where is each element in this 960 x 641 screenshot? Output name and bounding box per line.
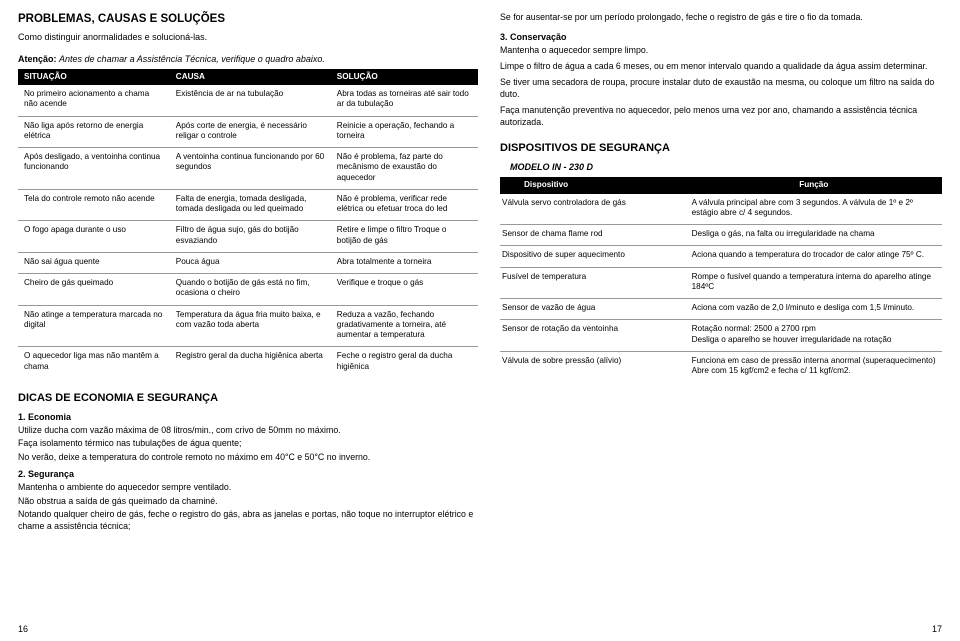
table-row: Cheiro de gás queimadoQuando o botijão d… [18,274,478,306]
table-row: Não atinge a temperatura marcada no digi… [18,305,478,347]
economia-heading: 1. Economia [18,412,478,423]
table-row: Não liga após retorno de energia elétric… [18,116,478,148]
subtitle: Como distinguir anormalidades e solucion… [18,32,478,43]
main-title: PROBLEMAS, CAUSAS E SOLUÇÕES [18,12,478,26]
cell: Reduza a vazão, fechando gradativamente … [331,305,478,347]
page-number-right: 17 [932,624,942,635]
table-row: No primeiro acionamento a chama não acen… [18,85,478,116]
table-row: Sensor de rotação da ventoinhaRotação no… [500,320,942,352]
table-row: Não sai água quentePouca águaAbra totalm… [18,252,478,273]
cell: Quando o botijão de gás está no fim, oca… [170,274,331,306]
table-row: Sensor de vazão de águaAciona com vazão … [500,299,942,320]
cell: Sensor de vazão de água [500,299,686,320]
cell: Dispositivo de super aquecimento [500,246,686,267]
cell: Válvula servo controladora de gás [500,194,686,225]
page-number-left: 16 [18,624,28,635]
table-row: Sensor de chama flame rodDesliga o gás, … [500,225,942,246]
seguranca-heading: 2. Segurança [18,469,478,480]
dispositivo-table: Dispositivo Função Válvula servo control… [500,177,942,382]
seguranca-line: Notando qualquer cheiro de gás, feche o … [18,509,478,532]
table-row: Válvula servo controladora de gásA válvu… [500,194,942,225]
cell: A válvula principal abre com 3 segundos.… [686,194,942,225]
cell: Aciona com vazão de 2,0 l/minuto e desli… [686,299,942,320]
seguranca-line: Não obstrua a saída de gás queimado da c… [18,496,478,507]
cell: O aquecedor liga mas não mantêm a chama [18,347,170,378]
cell: Retire e limpe o filtro Troque o botijão… [331,221,478,253]
cell: Não sai água quente [18,252,170,273]
attention-text: Antes de chamar a Assistência Técnica, v… [59,54,325,64]
cell: Não é problema, faz parte do mecânismo d… [331,148,478,190]
th-solucao: SOLUÇÃO [331,69,478,85]
th-funcao: Função [686,177,942,193]
cell: Rotação normal: 2500 a 2700 rpm Desliga … [686,320,942,352]
cell: Válvula de sobre pressão (alívio) [500,351,686,382]
cell: Reinicie a operação, fechando a torneira [331,116,478,148]
cell: Feche o registro geral da ducha higiênic… [331,347,478,378]
th-dispositivo: Dispositivo [500,177,686,193]
cell: No primeiro acionamento a chama não acen… [18,85,170,116]
cell: Funciona em caso de pressão interna anor… [686,351,942,382]
right-top-para: Se for ausentar-se por um período prolon… [500,12,942,24]
cell: Cheiro de gás queimado [18,274,170,306]
cell: Aciona quando a temperatura do trocador … [686,246,942,267]
conserv-line: Faça manutenção preventiva no aquecedor,… [500,105,942,129]
cell: Após desligado, a ventoinha continua fun… [18,148,170,190]
cell: Registro geral da ducha higiênica aberta [170,347,331,378]
cell: Tela do controle remoto não acende [18,189,170,221]
cell: Filtro de água sujo, gás do botijão esva… [170,221,331,253]
table-row: Tela do controle remoto não acendeFalta … [18,189,478,221]
th-situacao: SITUAÇÃO [18,69,170,85]
cell: Desliga o gás, na falta ou irregularidad… [686,225,942,246]
cell: Pouca água [170,252,331,273]
model-line: MODELO IN - 230 D [510,162,942,173]
cell: Não liga após retorno de energia elétric… [18,116,170,148]
table-row: Dispositivo de super aquecimentoAciona q… [500,246,942,267]
attention-line: Atenção: Antes de chamar a Assistência T… [18,54,478,65]
economia-line: Utilize ducha com vazão máxima de 08 lit… [18,425,478,436]
conserv-line: Limpe o filtro de água a cada 6 meses, o… [500,61,942,73]
conserv-line: Se tiver uma secadora de roupa, procure … [500,77,942,101]
cell: Existência de ar na tubulação [170,85,331,116]
cell: Abra totalmente a torneira [331,252,478,273]
cell: Após corte de energia, é necessário reli… [170,116,331,148]
cell: Temperatura da água fria muito baixa, e … [170,305,331,347]
th-causa: CAUSA [170,69,331,85]
cell: Verifique e troque o gás [331,274,478,306]
table-row: Válvula de sobre pressão (alívio)Funcion… [500,351,942,382]
attention-prefix: Atenção: [18,54,57,64]
cell: Não é problema, verificar rede elétrica … [331,189,478,221]
seguranca-line: Mantenha o ambiente do aquecedor sempre … [18,482,478,493]
economia-line: Faça isolamento térmico nas tubulações d… [18,438,478,449]
situation-table: SITUAÇÃO CAUSA SOLUÇÃO No primeiro acion… [18,69,478,378]
conserv-line: Mantenha o aquecedor sempre limpo. [500,45,942,57]
economia-line: No verão, deixe a temperatura do control… [18,452,478,463]
table-row: Após desligado, a ventoinha continua fun… [18,148,478,190]
table-row: Fusível de temperaturaRompe o fusível qu… [500,267,942,299]
cell: A ventoinha continua funcionando por 60 … [170,148,331,190]
cell: Falta de energia, tomada desligada, toma… [170,189,331,221]
cell: O fogo apaga durante o uso [18,221,170,253]
table-row: O aquecedor liga mas não mantêm a chamaR… [18,347,478,378]
cell: Abra todas as torneiras até sair todo ar… [331,85,478,116]
dispositivos-title: DISPOSITIVOS DE SEGURANÇA [500,142,942,156]
cell: Não atinge a temperatura marcada no digi… [18,305,170,347]
cell: Fusível de temperatura [500,267,686,299]
table-row: O fogo apaga durante o usoFiltro de água… [18,221,478,253]
cell: Sensor de rotação da ventoinha [500,320,686,352]
cell: Sensor de chama flame rod [500,225,686,246]
conservacao-heading: 3. Conservação [500,32,942,43]
cell: Rompe o fusível quando a temperatura int… [686,267,942,299]
dicas-title: DICAS DE ECONOMIA E SEGURANÇA [18,392,478,406]
